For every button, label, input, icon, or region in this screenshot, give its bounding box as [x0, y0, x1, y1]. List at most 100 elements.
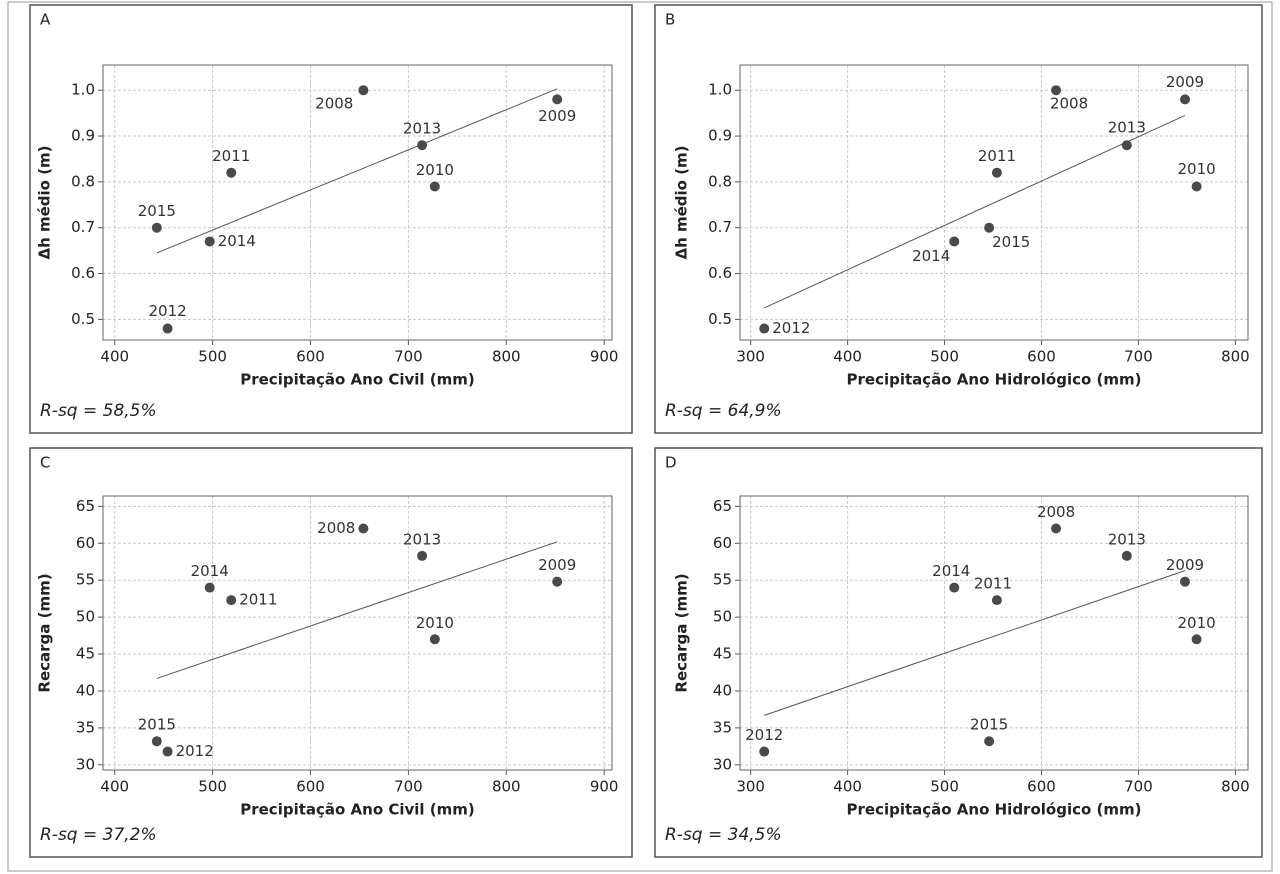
panel: D 300 400 500 600 700 800 30 35 40 45 50 55 60 65 Preci… — [654, 447, 1263, 858]
point — [991, 595, 1002, 606]
point — [429, 181, 440, 192]
point-label: 2011 — [239, 591, 277, 609]
point — [429, 634, 440, 645]
point — [226, 595, 237, 606]
y-tick-label: 40 — [713, 681, 732, 699]
y-tick-label: 65 — [76, 497, 95, 515]
point — [204, 236, 215, 247]
y-tick-label: 0.5 — [708, 310, 732, 328]
annotation: R-sq = 34,5% — [665, 825, 782, 845]
point-label: 2015 — [992, 233, 1030, 251]
point — [1051, 85, 1062, 96]
panel: C 400 500 600 700 800 900 30 35 40 45 50 55 60 65 Preci… — [29, 447, 633, 858]
point — [1121, 140, 1132, 151]
x-tick-label: 700 — [394, 778, 423, 796]
point-label: 2009 — [1166, 556, 1204, 574]
point-label: 2009 — [1166, 73, 1204, 91]
plot-frame — [739, 64, 1249, 341]
point — [552, 94, 563, 105]
point — [984, 222, 995, 233]
point-label: 2014 — [218, 232, 256, 250]
plot-frame — [102, 495, 613, 771]
point-label: 2015 — [970, 716, 1008, 734]
y-tick-label: 55 — [713, 571, 732, 589]
panel-label: A — [40, 11, 51, 29]
panel-border — [29, 447, 633, 858]
point-label: 2014 — [912, 247, 950, 265]
y-axis-label: Recarga (mm) — [673, 573, 691, 692]
point-label: 2011 — [974, 575, 1012, 593]
plot-frame — [739, 495, 1249, 771]
point-label: 2013 — [1108, 119, 1146, 137]
y-tick-label: 65 — [713, 497, 732, 515]
point-label: 2012 — [149, 302, 187, 320]
figure-border — [7, 1, 1273, 872]
y-axis-label: Δh médio (m) — [36, 145, 54, 259]
y-tick-label: 45 — [713, 645, 732, 663]
point — [1179, 94, 1190, 105]
x-tick-label: 400 — [833, 778, 862, 796]
point — [358, 523, 369, 534]
x-tick-label: 600 — [296, 348, 325, 366]
panel-label: D — [665, 454, 677, 472]
point-label: 2012 — [772, 319, 810, 337]
y-tick-label: 40 — [76, 681, 95, 699]
x-tick-label: 500 — [198, 778, 227, 796]
point — [151, 222, 162, 233]
x-tick-label: 800 — [492, 348, 521, 366]
x-tick-label: 400 — [100, 778, 129, 796]
point-label: 2013 — [403, 120, 441, 138]
point — [949, 582, 960, 593]
x-tick-label: 300 — [736, 778, 765, 796]
y-tick-label: 1.0 — [708, 81, 732, 99]
y-tick-label: 0.6 — [708, 264, 732, 282]
y-tick-label: 0.5 — [71, 310, 95, 328]
y-axis-label: Recarga (mm) — [36, 573, 54, 692]
panel-border — [654, 447, 1263, 858]
y-tick-label: 55 — [76, 571, 95, 589]
panel-label: C — [40, 454, 50, 472]
y-tick-label: 50 — [713, 608, 732, 626]
x-tick-label: 500 — [930, 778, 959, 796]
fit-line — [764, 570, 1186, 716]
point — [1191, 181, 1202, 192]
point-label: 2011 — [978, 147, 1016, 165]
point-label: 2008 — [1037, 503, 1075, 521]
point-label: 2014 — [191, 562, 229, 580]
point — [949, 236, 960, 247]
x-tick-label: 700 — [1124, 348, 1153, 366]
point — [1179, 576, 1190, 587]
point-label: 2009 — [538, 107, 576, 125]
point-label: 2012 — [745, 726, 783, 744]
x-tick-label: 400 — [100, 348, 129, 366]
y-tick-label: 1.0 — [71, 81, 95, 99]
x-tick-label: 800 — [1221, 778, 1250, 796]
point-label: 2008 — [315, 95, 353, 113]
x-tick-label: 700 — [1124, 778, 1153, 796]
x-tick-label: 800 — [1221, 348, 1250, 366]
point — [759, 746, 770, 757]
y-axis-label: Δh médio (m) — [673, 145, 691, 259]
x-tick-label: 400 — [833, 348, 862, 366]
panel-border — [29, 4, 633, 434]
annotation: R-sq = 58,5% — [40, 401, 157, 421]
x-tick-label: 500 — [930, 348, 959, 366]
point — [358, 85, 369, 96]
point — [417, 140, 428, 151]
point — [991, 167, 1002, 178]
y-tick-label: 0.8 — [71, 172, 95, 190]
point-label: 2010 — [416, 614, 454, 632]
x-axis-label: Precipitação Ano Hidrológico (mm) — [847, 371, 1142, 389]
point — [759, 323, 770, 334]
point — [417, 550, 428, 561]
x-tick-label: 600 — [1027, 348, 1056, 366]
y-tick-label: 35 — [76, 718, 95, 736]
point-label: 2009 — [538, 556, 576, 574]
fit-line — [156, 88, 558, 254]
point-label: 2015 — [138, 716, 176, 734]
y-tick-label: 60 — [76, 534, 95, 552]
x-tick-label: 600 — [1027, 778, 1056, 796]
y-tick-label: 0.8 — [708, 172, 732, 190]
point-label: 2010 — [1178, 614, 1216, 632]
